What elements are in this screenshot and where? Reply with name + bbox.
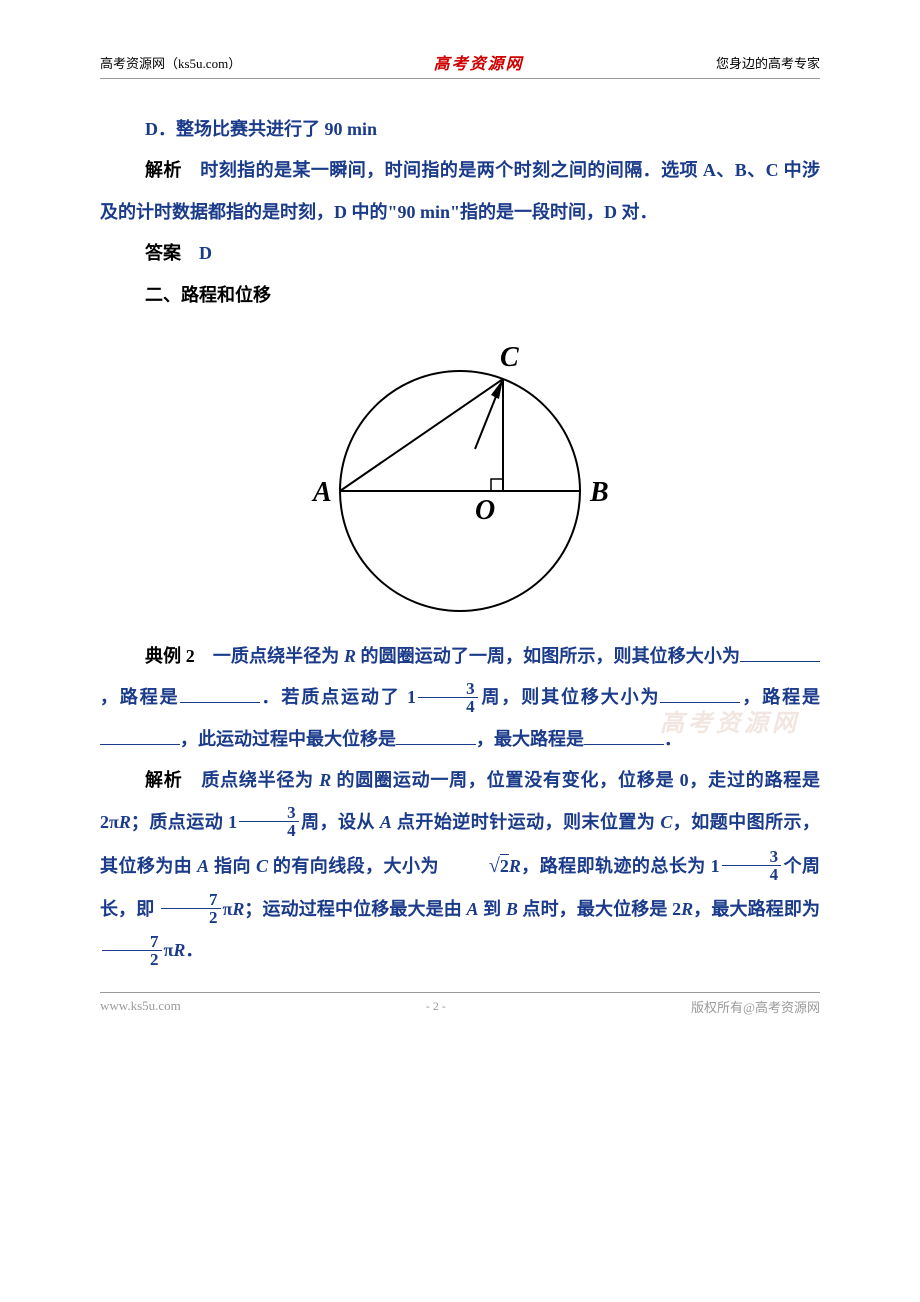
blank-1 — [740, 642, 820, 662]
frac-7-2-a: 72 — [161, 891, 221, 926]
header-center: 高考资源网 — [434, 50, 524, 74]
answer-label: 答案 — [145, 243, 181, 263]
circle-diagram: C A B O — [100, 331, 820, 621]
sol-t9: ，路程即轨迹的总长为 1 — [521, 856, 720, 876]
example-t8: ，最大路程是 — [476, 729, 584, 749]
option-d: D．整场比赛共进行了 90 min — [100, 109, 820, 150]
header-left: 高考资源网（ks5u.com） — [100, 53, 241, 72]
sol-t5: 点开始逆时针运动，则末位置为 — [392, 812, 660, 832]
label-b: B — [589, 477, 609, 508]
sol-t7: 指向 — [209, 856, 256, 876]
sol-t17: ． — [185, 940, 203, 960]
section-2-title: 二、路程和位移 — [100, 275, 820, 316]
sol-t16: π — [164, 940, 174, 960]
frac-3-4-b: 34 — [239, 804, 299, 839]
page-content: D．整场比赛共进行了 90 min 解析 时刻指的是某一瞬间，时间指的是两个时刻… — [100, 109, 820, 972]
diagram-svg: C A B O — [295, 331, 625, 621]
var-r-1: R — [344, 646, 356, 666]
footer-left: www.ks5u.com — [100, 998, 181, 1014]
var-r-6: R — [681, 899, 693, 919]
footer-center: - 2 - — [426, 999, 446, 1014]
var-b-1: B — [506, 899, 518, 919]
example-t6: ，路程是 — [740, 687, 820, 707]
label-a: A — [311, 477, 332, 508]
sqrt-2: 2 — [444, 843, 509, 889]
sol-t8: 的有向线段，大小为 — [268, 856, 444, 876]
blank-6 — [584, 725, 664, 745]
example-2-paragraph: 典例 2 一质点绕半径为 R 的圆圈运动了一周，如图所示，则其位移大小为 ，路程是… — [100, 636, 820, 760]
var-r-7: R — [173, 940, 185, 960]
example-t1: 一质点绕半径为 — [195, 646, 344, 666]
frac-3-4-c: 34 — [722, 848, 782, 883]
header-right: 您身边的高考专家 — [716, 53, 820, 72]
var-r-3: R — [119, 812, 131, 832]
var-a-1: A — [380, 812, 392, 832]
example-t5: 周，则其位移大小为 — [480, 687, 661, 707]
analysis-text: 时刻指的是某一瞬间，时间指的是两个时刻之间的间隔．选项 A、B、C 中涉及的计时… — [100, 160, 820, 221]
example-t9: ． — [664, 729, 682, 749]
sol-t4: 周，设从 — [301, 812, 380, 832]
var-a-2: A — [197, 856, 209, 876]
sol-t12: ；运动过程中位移最大是由 — [244, 899, 466, 919]
example-t2: 的圆圈运动了一周，如图所示，则其位移大小为 — [356, 646, 740, 666]
page-footer: www.ks5u.com - 2 - 版权所有@高考资源网 — [100, 992, 820, 1016]
var-r-4: R — [509, 856, 521, 876]
answer-paragraph: 答案 D — [100, 233, 820, 274]
analysis-label: 解析 — [145, 160, 182, 180]
sol-t1: 质点绕半径为 — [183, 770, 320, 790]
example-t4: ．若质点运动了 1 — [260, 687, 417, 707]
label-c: C — [500, 342, 519, 373]
sol-t14: 点时，最大位移是 2 — [518, 899, 681, 919]
blank-2 — [180, 684, 260, 704]
example-label: 典例 2 — [145, 646, 195, 666]
answer-text: D — [181, 243, 212, 263]
frac-3-4-a: 34 — [418, 680, 478, 715]
example-t7: ，此运动过程中最大位移是 — [180, 729, 396, 749]
line-ac — [340, 379, 503, 491]
var-r-2: R — [319, 770, 331, 790]
right-angle-icon — [491, 479, 503, 491]
blank-4 — [100, 725, 180, 745]
var-r-5: R — [232, 899, 244, 919]
sol-t13: 到 — [479, 899, 506, 919]
blank-5 — [396, 725, 476, 745]
solution-paragraph: 解析 质点绕半径为 R 的圆圈运动一周，位置没有变化，位移是 0，走过的路程是 … — [100, 760, 820, 972]
var-c-2: C — [256, 856, 268, 876]
sol-t11: π — [223, 899, 233, 919]
var-a-3: A — [467, 899, 479, 919]
footer-right: 版权所有@高考资源网 — [691, 997, 820, 1016]
solution-label: 解析 — [145, 770, 183, 790]
var-c-1: C — [660, 812, 672, 832]
blank-3 — [660, 684, 740, 704]
analysis-paragraph: 解析 时刻指的是某一瞬间，时间指的是两个时刻之间的间隔．选项 A、B、C 中涉及… — [100, 150, 820, 233]
frac-7-2-b: 72 — [102, 933, 162, 968]
example-t3: ，路程是 — [100, 687, 180, 707]
label-o: O — [475, 495, 495, 526]
sol-t3: ；质点运动 1 — [131, 812, 237, 832]
sol-t15: ，最大路程即为 — [693, 899, 820, 919]
page-header: 高考资源网（ks5u.com） 高考资源网 您身边的高考专家 — [100, 50, 820, 79]
